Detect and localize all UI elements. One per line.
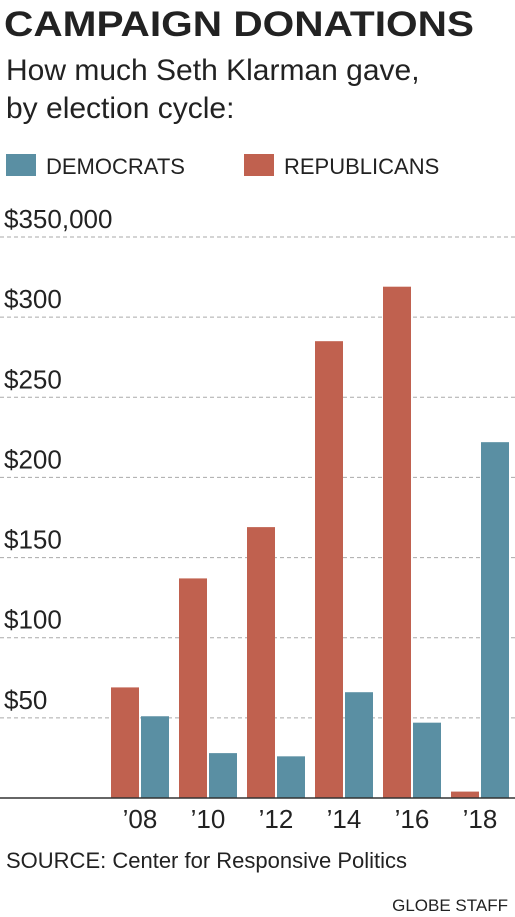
source: SOURCE: Center for Responsive Politics [6,848,407,873]
bar [345,692,373,798]
bar [179,578,207,798]
x-tick-label: ’08 [123,804,158,834]
legend-swatch [6,154,36,176]
subtitle: by election cycle: [6,92,234,125]
bar [247,527,275,798]
legend-label: DEMOCRATS [46,154,185,179]
credit: GLOBE STAFF [392,896,508,915]
y-tick-label: $300 [4,284,62,314]
bar [209,753,237,798]
y-tick-label: $200 [4,444,62,474]
legend-label: REPUBLICANS [284,154,439,179]
y-tick-label: $250 [4,364,62,394]
y-tick-label: $150 [4,525,62,555]
bar [383,286,411,798]
x-tick-label: ’16 [395,804,430,834]
bar [277,756,305,798]
x-tick-label: ’12 [259,804,294,834]
bar [141,716,169,798]
y-tick-label: $50 [4,685,47,715]
y-tick-label: $350,000 [4,204,112,234]
subtitle: How much Seth Klarman gave, [6,54,420,87]
y-tick-label: $100 [4,605,62,635]
bar [481,442,509,798]
x-tick-label: ’18 [463,804,498,834]
x-tick-label: ’10 [191,804,226,834]
chart-title: CAMPAIGN DONATIONS [4,5,474,44]
bar [413,722,441,798]
legend-swatch [244,154,274,176]
bar [451,791,479,798]
bar [111,687,139,798]
bar [315,341,343,798]
x-tick-label: ’14 [327,804,362,834]
